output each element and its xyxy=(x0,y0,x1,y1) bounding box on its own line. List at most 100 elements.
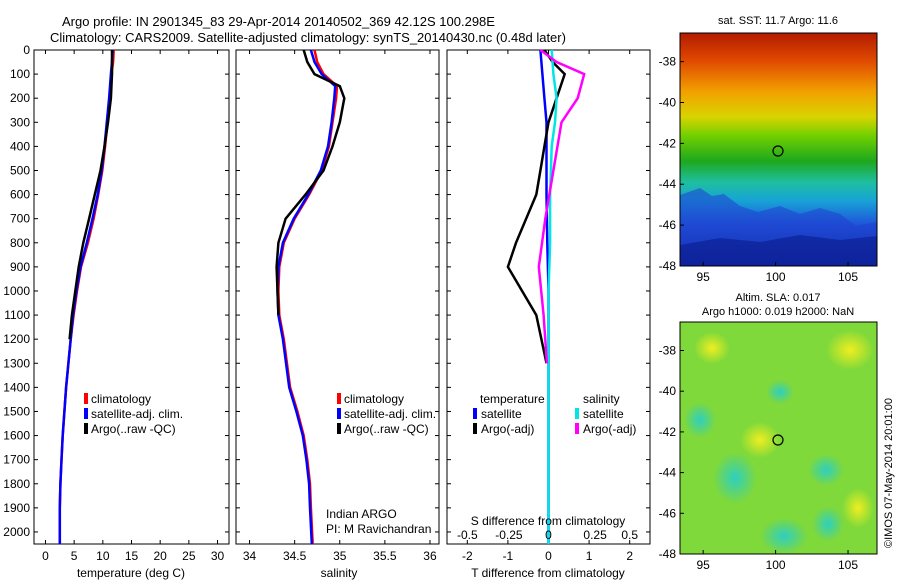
sla-lat-axis: -38 -40 -42 -44 -46 -48 xyxy=(659,343,684,561)
temperature-profiles xyxy=(58,49,115,544)
depth-tick-label: 1300 xyxy=(3,356,30,370)
series-line-Argo(-adj) xyxy=(537,48,586,364)
salinity-x-axis: 34 34.5 35 35.5 36 xyxy=(243,50,437,563)
x-tick-label: 0 xyxy=(42,549,49,563)
salinity-depth-ticks xyxy=(236,49,439,533)
legend-label-t-satellite: satellite xyxy=(481,407,522,421)
x-tick-label: 1 xyxy=(586,549,593,563)
s-tick-label: -0.5 xyxy=(457,528,478,542)
depth-tick-label: 200 xyxy=(10,91,30,105)
legend-label-s-satellite: satellite xyxy=(583,407,624,421)
sla-blob xyxy=(760,518,808,554)
figure-title-line2: Climatology: CARS2009. Satellite-adjuste… xyxy=(50,30,566,45)
difference-profiles xyxy=(506,48,586,544)
legend-title-temperature: temperature xyxy=(480,392,545,406)
lat-tick-label: -44 xyxy=(659,177,677,191)
series-line-satellite-adj. clim. xyxy=(276,49,337,545)
lon-tick-label: 105 xyxy=(838,558,858,572)
legend-swatch-argo xyxy=(337,423,341,434)
t-difference-label: T difference from climatology xyxy=(471,566,625,580)
legend-swatch-climatology xyxy=(84,393,88,404)
sla-argo-marker xyxy=(772,434,784,446)
sst-map-frame xyxy=(679,32,878,267)
legend-label-s-argo: Argo(-adj) xyxy=(583,422,636,436)
lon-tick-label: 105 xyxy=(838,270,858,284)
depth-axis: 0 100 200 300 400 500 600 700 800 900 1000 1100 1200… xyxy=(3,43,229,539)
temperature-legend: climatology satellite-adj. clim. Argo(..… xyxy=(84,392,183,436)
depth-tick-label: 600 xyxy=(10,188,30,202)
s-tick-label: -0.25 xyxy=(495,528,523,542)
temperature-panel: 0100200300400500600700800900100011001200… xyxy=(3,43,230,580)
sst-argo-marker xyxy=(772,145,784,157)
sst-lon-axis: 95 100 105 xyxy=(696,262,858,284)
depth-tick-label: 1800 xyxy=(3,477,30,491)
sla-high xyxy=(740,422,780,458)
legend-swatch-satellite xyxy=(84,408,88,419)
salinity-annotation-line2: PI: M Ravichandran xyxy=(326,522,431,536)
x-tick-label: 30 xyxy=(211,549,225,563)
x-tick-label: 5 xyxy=(71,549,78,563)
depth-tick-label: 500 xyxy=(10,163,30,177)
lat-tick-label: -46 xyxy=(659,218,677,232)
sla-blob xyxy=(713,452,757,504)
legend-label-satellite: satellite-adj. clim. xyxy=(344,407,436,421)
s-difference-ticks: -0.5 -0.25 0 0.25 0.5 xyxy=(457,528,638,542)
x-tick-label: 10 xyxy=(96,549,110,563)
legend-label-climatology: climatology xyxy=(91,392,151,406)
legend-swatch-t-argo xyxy=(473,423,477,434)
lat-tick-label: -38 xyxy=(659,55,677,69)
legend-label-argo: Argo(..raw -QC) xyxy=(344,422,429,436)
lat-tick-label: -40 xyxy=(659,384,677,398)
depth-tick-label: 1100 xyxy=(4,308,30,322)
lon-tick-label: 100 xyxy=(766,270,786,284)
x-tick-label: 15 xyxy=(125,549,139,563)
depth-tick-label: 1600 xyxy=(3,429,30,443)
sst-map-panel: sat. SST: 11.7 Argo: 11.6 -38 -40 -42 -44 -4… xyxy=(659,15,878,284)
lat-tick-label: -42 xyxy=(659,425,677,439)
depth-tick-label: 1200 xyxy=(3,332,30,346)
sla-map-title-line2: Argo h1000: 0.019 h2000: NaN xyxy=(702,306,854,318)
series-line-satellite-adj. clim. xyxy=(58,49,114,544)
x-tick-label: -1 xyxy=(503,549,514,563)
lon-tick-label: 100 xyxy=(766,558,786,572)
legend-title-salinity: salinity xyxy=(583,392,620,406)
depth-tick-label: 400 xyxy=(10,139,30,153)
x-tick-label: 25 xyxy=(182,549,196,563)
salinity-annotation-line1: Indian ARGO xyxy=(326,507,397,521)
depth-tick-label: 700 xyxy=(10,212,30,226)
legend-swatch-s-satellite xyxy=(575,408,579,419)
x-tick-label: 36 xyxy=(423,549,437,563)
depth-tick-label: 1400 xyxy=(3,380,30,394)
salinity-panel: 34 34.5 35 35.5 36 climatology satellite-adj… xyxy=(235,49,440,580)
legend-label-t-argo: Argo(-adj) xyxy=(481,422,534,436)
x-tick-label: 34 xyxy=(243,549,257,563)
series-line-Argo(-adj) xyxy=(506,49,567,364)
salinity-profiles xyxy=(275,49,346,545)
lat-tick-label: -48 xyxy=(659,547,677,561)
series-line-Argo(..raw -QC) xyxy=(275,49,346,316)
imos-stamp: ©IMOS 07-May-2014 20:01:00 xyxy=(883,398,895,548)
sla-lon-axis: 95 100 105 xyxy=(696,550,858,572)
x-tick-label: 0 xyxy=(545,549,552,563)
sst-lat-axis: -38 -40 -42 -44 -46 -48 xyxy=(659,55,684,273)
salinity-legend: climatology satellite-adj. clim. Argo(..… xyxy=(337,392,436,436)
depth-tick-label: 2000 xyxy=(3,525,30,539)
lat-tick-label: -40 xyxy=(659,95,677,109)
legend-label-climatology: climatology xyxy=(344,392,404,406)
sla-map-frame xyxy=(679,321,878,555)
lon-tick-label: 95 xyxy=(696,558,710,572)
series-line-Argo(..raw -QC) xyxy=(68,50,114,340)
depth-tick-label: 800 xyxy=(10,236,30,250)
difference-depth-ticks xyxy=(447,49,650,533)
depth-tick-label: 900 xyxy=(10,260,30,274)
sla-blob xyxy=(766,380,794,404)
lat-tick-label: -42 xyxy=(659,136,677,150)
sla-map-panel: Altim. SLA: 0.017 Argo h1000: 0.019 h200… xyxy=(659,292,878,572)
depth-tick-label: 1500 xyxy=(3,404,30,418)
sla-high xyxy=(842,488,874,528)
x-tick-label: 34.5 xyxy=(283,549,307,563)
depth-tick-label: 0 xyxy=(23,43,30,57)
sla-high xyxy=(694,332,730,364)
depth-tick-label: 1700 xyxy=(3,453,30,467)
